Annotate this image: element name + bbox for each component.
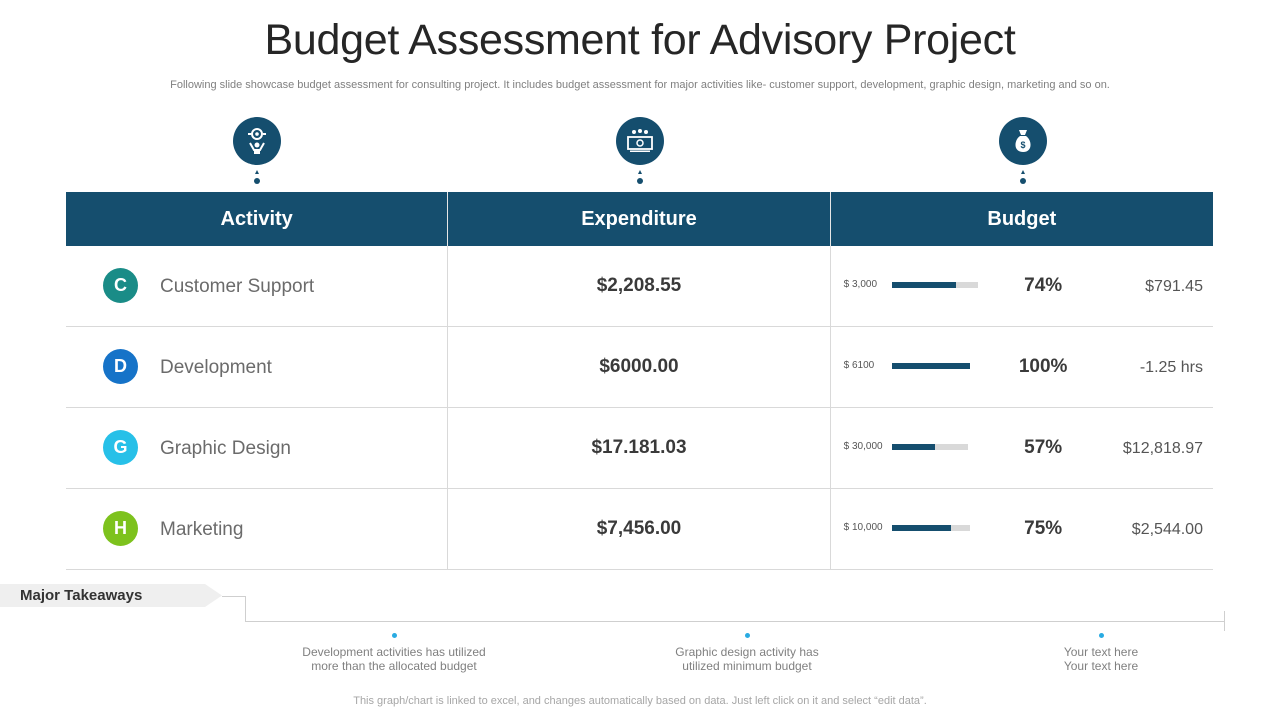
timeline-end [1224, 611, 1225, 631]
budget-progress-fill [891, 444, 935, 450]
budget-percent: 57% [1024, 437, 1063, 458]
takeaway-text: Your text here Your text here [1063, 645, 1139, 673]
budget-progress-track [891, 282, 978, 288]
table-row: H Marketing $7,456.00 $ 10,000 75% $2,544.00 [66, 489, 1213, 570]
budget-cell: $ 30,000 57% $12,818.97 [831, 408, 1213, 488]
expenditure-value: $2,208.55 [596, 275, 682, 296]
budget-remaining: $2,544.00 [1131, 521, 1203, 538]
activity-letter-badge: C [103, 268, 138, 303]
budget-progress-track [891, 525, 970, 531]
connector-drop-icon [254, 170, 260, 184]
budget-progress-track [891, 444, 968, 450]
budget-remaining: $12,818.97 [1122, 440, 1203, 457]
footer-note: This graph/chart is linked to excel, and… [353, 695, 927, 707]
table-header: Activity Expenditure Budget [66, 192, 1213, 246]
timeline-dot [1099, 633, 1104, 638]
budget-cell: $ 3,000 74% $791.45 [831, 246, 1213, 326]
expenditure-value: $17.181.03 [591, 437, 687, 458]
budget-percent: 75% [1024, 518, 1063, 539]
activity-letter-badge: H [103, 511, 138, 546]
activity-label: Customer Support [160, 276, 315, 297]
budget-percent: 100% [1018, 356, 1068, 377]
expenditure-cell: $6000.00 [448, 327, 831, 407]
activity-cell: G Graphic Design [66, 408, 449, 488]
takeaway-text: Development activities has utilized more … [302, 645, 486, 673]
budget-table: Activity Expenditure Budget C Customer Su… [66, 192, 1213, 570]
budget-target: $ 3,000 [843, 279, 878, 290]
activity-label: Development [160, 357, 272, 378]
budget-progress-fill [891, 363, 970, 369]
takeaway-text: Graphic design activity has utilized mini… [675, 645, 819, 673]
budget-cell: $ 10,000 75% $2,544.00 [831, 489, 1213, 569]
budget-progress-fill [891, 282, 956, 288]
page-subtitle: Following slide showcase budget assessme… [170, 79, 1110, 91]
money-cash-icon [616, 117, 664, 165]
budget-progress-track [891, 363, 970, 369]
expenditure-value: $6000.00 [599, 356, 679, 377]
table-row: G Graphic Design $17.181.03 $ 30,000 57% $12,… [66, 408, 1213, 489]
header-budget: Budget [987, 207, 1057, 230]
connector-drop-icon [1020, 170, 1026, 184]
budget-target: $ 10,000 [843, 522, 883, 533]
activity-cell: C Customer Support [66, 246, 449, 326]
budget-target: $ 6100 [843, 360, 875, 371]
table-row: D Development $6000.00 $ 6100 100% -1.25 hrs [66, 327, 1213, 408]
budget-remaining: $791.45 [1145, 278, 1203, 295]
expenditure-cell: $2,208.55 [448, 246, 831, 326]
money-bag-icon: $ [999, 117, 1047, 165]
timeline-line [245, 621, 1224, 622]
table-row: C Customer Support $2,208.55 $ 3,000 74% $791… [66, 246, 1213, 327]
activity-cell: H Marketing [66, 489, 449, 569]
budget-target: $ 30,000 [843, 441, 883, 452]
connector-drop-icon [637, 170, 643, 184]
timeline-connector [222, 596, 246, 597]
budget-cell: $ 6100 100% -1.25 hrs [831, 327, 1213, 407]
header-expenditure: Expenditure [448, 192, 831, 246]
budget-progress-fill [891, 525, 951, 531]
activity-letter-badge: D [103, 349, 138, 384]
budget-remaining: -1.25 hrs [1139, 359, 1203, 376]
activity-letter-badge: G [103, 430, 138, 465]
activity-label: Graphic Design [160, 438, 291, 459]
svg-text:$: $ [1020, 140, 1025, 150]
expenditure-cell: $17.181.03 [448, 408, 831, 488]
activity-cell: D Development [66, 327, 449, 407]
timeline-dot [745, 633, 750, 638]
timeline-dot [392, 633, 397, 638]
expenditure-cell: $7,456.00 [448, 489, 831, 569]
header-activity: Activity [66, 192, 449, 246]
timeline-connector [245, 596, 246, 621]
budget-percent: 74% [1024, 275, 1063, 296]
expenditure-value: $7,456.00 [596, 518, 682, 539]
major-takeaways-label: Major Takeaways [0, 584, 222, 607]
page-title: Budget Assessment for Advisory Project [264, 16, 1016, 64]
activity-label: Marketing [160, 519, 244, 540]
team-care-icon [233, 117, 281, 165]
